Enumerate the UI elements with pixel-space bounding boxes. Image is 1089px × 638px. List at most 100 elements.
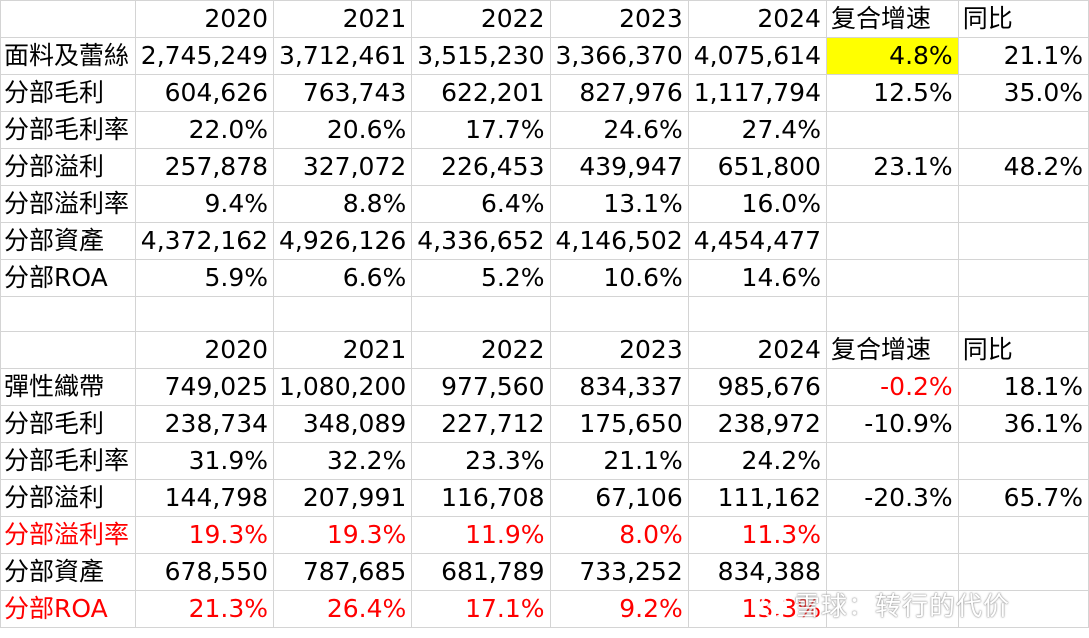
value-cell[interactable] (957, 222, 1089, 260)
year-header[interactable]: 2022 (411, 0, 551, 38)
row-label[interactable]: 分部ROA (0, 590, 136, 628)
cagr-header[interactable]: 复合增速 (825, 0, 959, 38)
value-cell[interactable]: 27.4% (687, 111, 827, 149)
year-header[interactable]: 2023 (549, 331, 689, 369)
value-cell[interactable] (825, 259, 959, 297)
cell[interactable] (0, 331, 136, 369)
value-cell[interactable]: 116,708 (411, 479, 551, 517)
value-cell[interactable]: 9.4% (134, 185, 275, 223)
value-cell[interactable]: 24.6% (549, 111, 689, 149)
value-cell[interactable]: 985,676 (687, 368, 827, 406)
value-cell[interactable]: 327,072 (273, 148, 413, 186)
value-cell[interactable]: 23.3% (411, 442, 551, 480)
value-cell[interactable]: 227,712 (411, 405, 551, 443)
value-cell[interactable]: 257,878 (134, 148, 275, 186)
year-header[interactable]: 2024 (687, 0, 827, 38)
row-label[interactable]: 分部毛利 (0, 74, 136, 112)
value-cell[interactable]: 22.0% (134, 111, 275, 149)
value-cell[interactable] (825, 590, 959, 628)
year-header[interactable]: 2021 (273, 0, 413, 38)
value-cell[interactable]: 11.3% (687, 516, 827, 554)
yoy-header[interactable]: 同比 (957, 0, 1089, 38)
row-label[interactable]: 彈性織帶 (0, 368, 136, 406)
cell[interactable] (957, 296, 1089, 332)
value-cell[interactable]: 35.0% (957, 74, 1089, 112)
year-header[interactable]: 2020 (134, 0, 275, 38)
value-cell[interactable]: 32.2% (273, 442, 413, 480)
value-cell[interactable]: 23.1% (825, 148, 959, 186)
value-cell[interactable]: 18.1% (957, 368, 1089, 406)
value-cell[interactable]: 977,560 (411, 368, 551, 406)
row-label[interactable]: 分部資產 (0, 553, 136, 591)
value-cell[interactable] (825, 185, 959, 223)
value-cell[interactable]: 8.8% (273, 185, 413, 223)
value-cell[interactable]: 622,201 (411, 74, 551, 112)
value-cell[interactable]: 763,743 (273, 74, 413, 112)
value-cell[interactable]: 31.9% (134, 442, 275, 480)
value-cell[interactable]: 3,712,461 (273, 37, 413, 75)
value-cell[interactable]: 604,626 (134, 74, 275, 112)
value-cell[interactable]: 238,734 (134, 405, 275, 443)
value-cell[interactable] (957, 442, 1089, 480)
cagr-header[interactable]: 复合增速 (825, 331, 959, 369)
value-cell[interactable]: 2,745,249 (134, 37, 275, 75)
value-cell[interactable]: 827,976 (549, 74, 689, 112)
value-cell[interactable]: 17.7% (411, 111, 551, 149)
value-cell[interactable] (957, 259, 1089, 297)
value-cell[interactable]: 9.2% (549, 590, 689, 628)
yoy-header[interactable]: 同比 (957, 331, 1089, 369)
value-cell[interactable]: 6.6% (273, 259, 413, 297)
row-label[interactable]: 分部溢利率 (0, 185, 136, 223)
negative-value-cell[interactable]: -0.2% (825, 368, 959, 406)
value-cell[interactable]: 681,789 (411, 553, 551, 591)
value-cell[interactable]: 26.4% (273, 590, 413, 628)
value-cell[interactable] (957, 185, 1089, 223)
row-label[interactable]: 分部毛利 (0, 405, 136, 443)
value-cell[interactable]: 4,372,162 (134, 222, 275, 260)
value-cell[interactable]: 5.9% (134, 259, 275, 297)
value-cell[interactable]: 19.3% (134, 516, 275, 554)
row-label[interactable]: 分部ROA (0, 259, 136, 297)
year-header[interactable]: 2023 (549, 0, 689, 38)
value-cell[interactable]: 787,685 (273, 553, 413, 591)
cell[interactable] (134, 296, 275, 332)
value-cell[interactable]: 1,080,200 (273, 368, 413, 406)
cell[interactable] (687, 296, 827, 332)
value-cell[interactable] (825, 442, 959, 480)
value-cell[interactable]: -20.3% (825, 479, 959, 517)
value-cell[interactable] (825, 553, 959, 591)
value-cell[interactable] (957, 553, 1089, 591)
value-cell[interactable]: 4,336,652 (411, 222, 551, 260)
row-label[interactable]: 分部毛利率 (0, 442, 136, 480)
value-cell[interactable]: 11.9% (411, 516, 551, 554)
value-cell[interactable]: 36.1% (957, 405, 1089, 443)
value-cell[interactable]: 4,146,502 (549, 222, 689, 260)
value-cell[interactable]: 834,388 (687, 553, 827, 591)
value-cell[interactable]: 21.1% (957, 37, 1089, 75)
value-cell[interactable]: 21.3% (134, 590, 275, 628)
year-header[interactable]: 2024 (687, 331, 827, 369)
value-cell[interactable]: 111,162 (687, 479, 827, 517)
value-cell[interactable] (825, 222, 959, 260)
value-cell[interactable]: 439,947 (549, 148, 689, 186)
value-cell[interactable]: 10.6% (549, 259, 689, 297)
value-cell[interactable]: 16.0% (687, 185, 827, 223)
value-cell[interactable]: 238,972 (687, 405, 827, 443)
cell[interactable] (0, 296, 136, 332)
year-header[interactable]: 2020 (134, 331, 275, 369)
value-cell[interactable]: 348,089 (273, 405, 413, 443)
cell[interactable] (273, 296, 413, 332)
value-cell[interactable]: 4,454,477 (687, 222, 827, 260)
value-cell[interactable]: 13.1% (549, 185, 689, 223)
value-cell[interactable] (957, 590, 1089, 628)
value-cell[interactable]: 24.2% (687, 442, 827, 480)
row-label[interactable]: 分部溢利 (0, 148, 136, 186)
value-cell[interactable]: 67,106 (549, 479, 689, 517)
value-cell[interactable]: 14.6% (687, 259, 827, 297)
value-cell[interactable]: 651,800 (687, 148, 827, 186)
value-cell[interactable]: 733,252 (549, 553, 689, 591)
value-cell[interactable]: 175,650 (549, 405, 689, 443)
value-cell[interactable]: 65.7% (957, 479, 1089, 517)
value-cell[interactable] (825, 516, 959, 554)
value-cell[interactable]: 678,550 (134, 553, 275, 591)
